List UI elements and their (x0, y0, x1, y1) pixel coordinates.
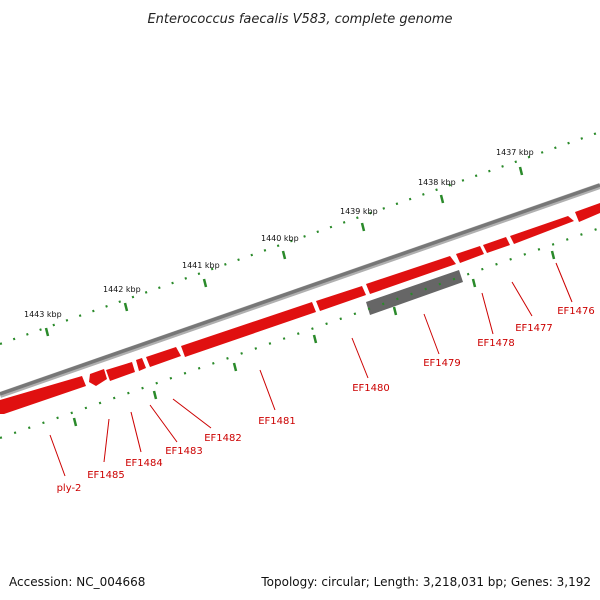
gene-feature[interactable] (89, 369, 107, 386)
gene-labels: EF1476 EF1477 EF1478 EF1479 EF1480 EF148… (49, 262, 595, 494)
tick-label: 1441 kbp (182, 261, 220, 270)
gene-feature[interactable] (366, 256, 456, 294)
gene-name: EF1479 (423, 358, 461, 369)
gene-feature[interactable] (510, 216, 574, 244)
genome-summary-text: Topology: circular; Length: 3,218,031 bp… (260, 575, 591, 589)
gene-name: EF1484 (125, 458, 163, 469)
map-title: Enterococcus faecalis V583, complete gen… (147, 12, 452, 27)
gene-label-ef1482[interactable]: EF1482 (172, 398, 242, 444)
tick-1438: 1438 kbp (418, 178, 456, 204)
tick-1443: 1443 kbp (24, 310, 62, 337)
tick-label: 1438 kbp (418, 178, 456, 187)
inner-tick-ring (0, 226, 600, 440)
gene-name: EF1485 (87, 470, 125, 481)
inner-tick-mark (392, 306, 398, 316)
gene-feature[interactable] (0, 376, 86, 414)
leader-line (511, 281, 533, 317)
gene-name: EF1481 (258, 416, 296, 427)
tick-mark (360, 222, 366, 232)
gene-feature[interactable] (136, 358, 146, 371)
gene-name: EF1480 (352, 383, 390, 394)
gene-feature-reverse[interactable] (366, 270, 463, 315)
tick-mark (439, 194, 445, 204)
gene-feature[interactable] (483, 237, 510, 253)
gene-label-ef1478[interactable]: EF1478 (477, 292, 515, 349)
leader-line (103, 418, 110, 463)
gene-feature[interactable] (146, 347, 181, 367)
tick-mark (518, 166, 524, 176)
inner-dot-line (0, 226, 600, 440)
gene-name: EF1476 (557, 306, 595, 317)
leader-line (130, 411, 142, 453)
leader-line (49, 434, 66, 477)
tick-1442: 1442 kbp (103, 285, 141, 312)
inner-tick-mark (152, 390, 158, 400)
tick-mark (123, 302, 129, 312)
gene-label-ef1481[interactable]: EF1481 (258, 369, 296, 427)
genome-backbone (0, 183, 600, 396)
gene-feature[interactable] (456, 246, 484, 263)
gene-label-ef1485[interactable]: EF1485 (87, 418, 125, 481)
inner-tick-mark (471, 278, 477, 288)
gene-label-ef1480[interactable]: EF1480 (351, 337, 390, 394)
gene-label-ply-2[interactable]: ply-2 (49, 434, 82, 494)
forward-strand-genes (0, 203, 600, 414)
gene-feature[interactable] (316, 286, 366, 311)
gene-feature[interactable] (181, 302, 316, 357)
leader-line (172, 398, 212, 429)
inner-tick-mark (312, 334, 318, 344)
accession-text: Accession: NC_004668 (9, 575, 145, 589)
gene-name: EF1482 (204, 433, 242, 444)
tick-label: 1443 kbp (24, 310, 62, 319)
leader-line (481, 292, 494, 335)
tick-1441: 1441 kbp (182, 261, 220, 288)
leader-line (423, 313, 440, 355)
gene-name: EF1478 (477, 338, 515, 349)
leader-line (149, 404, 178, 443)
tick-label: 1442 kbp (103, 285, 141, 294)
gene-name: EF1483 (165, 446, 203, 457)
tick-1437: 1437 kbp (496, 148, 534, 176)
gene-feature[interactable] (575, 203, 600, 222)
kbp-ticks: 1437 kbp 1438 kbp 1439 kbp 1440 kbp 1441… (24, 148, 534, 337)
tick-label: 1439 kbp (340, 207, 378, 216)
gene-label-ef1479[interactable]: EF1479 (423, 313, 461, 369)
gene-name: EF1477 (515, 323, 553, 334)
inner-tick-mark (72, 417, 78, 427)
leader-line (259, 369, 276, 411)
tick-label: 1440 kbp (261, 234, 299, 243)
tick-mark (202, 278, 208, 288)
inner-tick-mark (550, 250, 556, 260)
gene-label-ef1483[interactable]: EF1483 (149, 404, 203, 457)
gene-label-ef1484[interactable]: EF1484 (125, 411, 163, 469)
leader-line (351, 337, 369, 379)
tick-label: 1437 kbp (496, 148, 534, 157)
tick-mark (44, 327, 50, 337)
inner-tick-mark (232, 362, 238, 372)
gene-name: ply-2 (57, 483, 82, 494)
leader-line (555, 262, 573, 303)
gene-label-ef1477[interactable]: EF1477 (511, 281, 553, 334)
tick-mark (281, 250, 287, 260)
gene-label-ef1476[interactable]: EF1476 (555, 262, 595, 317)
tick-1440: 1440 kbp (261, 234, 299, 260)
tick-1439: 1439 kbp (340, 207, 378, 232)
gene-feature[interactable] (106, 362, 135, 381)
